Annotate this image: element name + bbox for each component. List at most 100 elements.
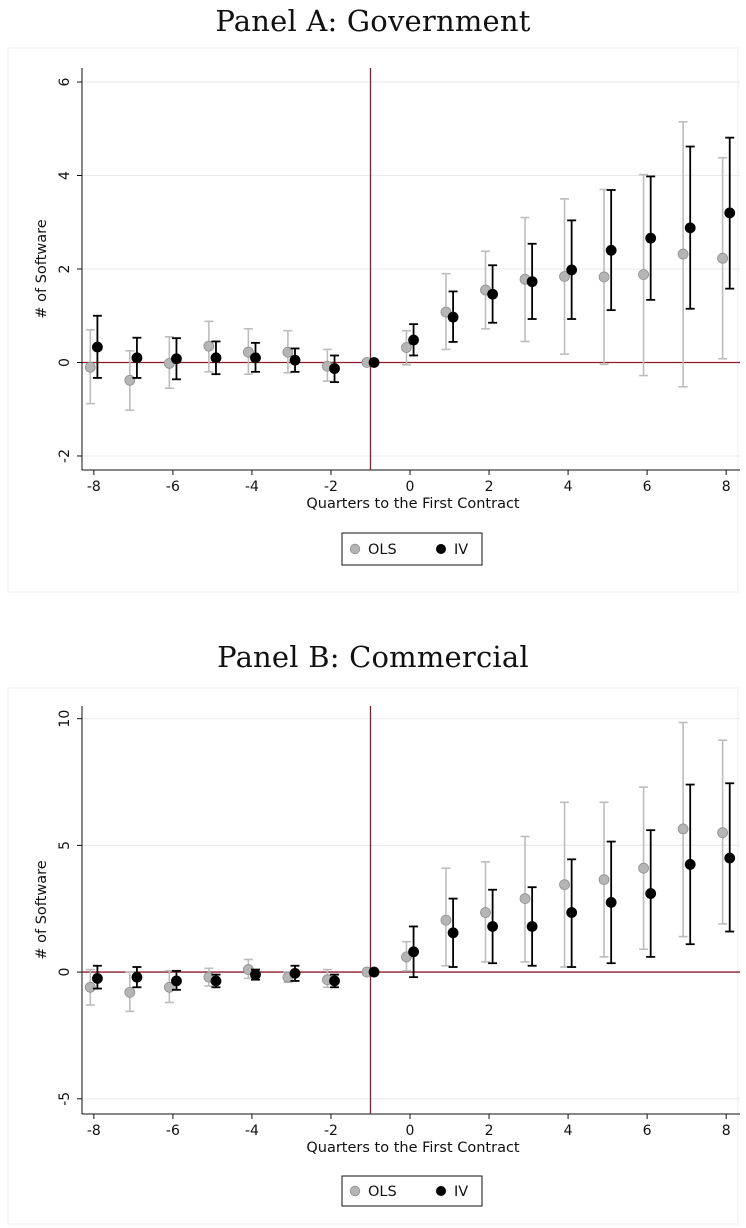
iv-point — [487, 921, 499, 932]
ols-point — [559, 271, 570, 282]
legend-iv-label: IV — [454, 1184, 468, 1200]
legend: OLS IV — [341, 532, 483, 566]
legend-box — [341, 1175, 483, 1207]
outer-frame — [7, 687, 739, 1225]
iv-point — [289, 354, 301, 366]
y-tick-label: -5 — [57, 1092, 73, 1106]
iv-point — [329, 363, 340, 374]
iv-point — [210, 352, 222, 364]
y-tick-label: 2 — [57, 265, 73, 274]
ols-point — [559, 879, 570, 891]
iv-point — [92, 973, 103, 984]
ols-point — [717, 827, 729, 839]
panel-b-title: Panel B: Commercial — [217, 640, 529, 674]
x-tick-label: -4 — [245, 1123, 259, 1139]
ols-point — [124, 374, 136, 386]
y-axis-title: # of Software — [34, 219, 50, 318]
x-tick-label: 2 — [485, 1123, 494, 1139]
ols-point — [163, 981, 175, 993]
iv-point — [526, 276, 538, 288]
x-tick-label: 6 — [643, 1123, 652, 1139]
y-tick-label: 6 — [57, 77, 73, 86]
iv-series — [92, 136, 736, 384]
y-tick-label: 4 — [57, 171, 73, 180]
ols-point — [717, 252, 729, 264]
iv-point — [368, 357, 380, 368]
x-tick-label: -2 — [324, 479, 338, 495]
iv-point — [250, 352, 261, 364]
iv-point — [171, 975, 182, 987]
ols-point — [677, 823, 689, 835]
y-tick-label: -2 — [57, 449, 73, 463]
iv-point — [566, 907, 578, 918]
iv-point — [171, 353, 182, 365]
y-tick-label: 0 — [57, 358, 73, 367]
iv-point — [289, 967, 301, 979]
x-tick-label: -6 — [166, 1123, 180, 1139]
iv-point — [92, 341, 103, 353]
panel-b-chart: -5 0 5 10 -8 -6 -4 -2 0 2 4 6 8 Quarters to the First… — [7, 687, 740, 1225]
ols-point — [440, 914, 452, 926]
iv-series — [92, 782, 736, 991]
legend: OLS IV — [341, 1175, 483, 1207]
x-tick-label: 8 — [722, 479, 731, 495]
ols-point — [282, 346, 294, 358]
legend-ols-label: OLS — [368, 542, 397, 558]
x-tick-label: 8 — [722, 1123, 731, 1139]
panel-a-title: Panel A: Government — [215, 4, 531, 38]
ols-point — [598, 874, 610, 885]
outer-frame — [7, 47, 739, 593]
ols-point — [638, 269, 649, 281]
ols-point — [242, 346, 254, 358]
ols-point — [677, 248, 689, 260]
iv-point — [526, 921, 538, 932]
legend-iv-label: IV — [454, 542, 468, 558]
y-tick-label: 5 — [57, 841, 73, 850]
iv-point — [368, 966, 380, 978]
iv-point — [605, 896, 617, 908]
ols-point — [203, 340, 215, 352]
x-tick-label: -4 — [245, 479, 259, 495]
iv-point — [645, 888, 657, 899]
ols-point — [519, 893, 531, 904]
panel-a-chart: -2 0 2 4 6 -8 -6 -4 -2 0 2 4 6 8 Quarters to the First… — [7, 47, 740, 593]
iv-point — [724, 207, 736, 219]
iv-point — [487, 288, 499, 300]
x-tick-label: 0 — [406, 1123, 415, 1139]
iv-point — [408, 334, 419, 346]
legend-ols-marker — [349, 543, 361, 555]
ols-point — [638, 862, 649, 874]
legend-box — [341, 532, 483, 566]
y-tick-label: 0 — [57, 968, 73, 977]
iv-point — [724, 852, 736, 864]
ols-point — [84, 361, 96, 373]
iv-point — [210, 975, 222, 987]
x-tick-label: -2 — [324, 1123, 338, 1139]
x-tick-label: 2 — [485, 479, 494, 495]
ols-point — [480, 907, 491, 918]
ols-point — [401, 342, 412, 353]
legend-iv-marker — [436, 1186, 446, 1196]
x-tick-label: 0 — [406, 479, 415, 495]
iv-point — [447, 927, 459, 939]
iv-point — [408, 946, 419, 958]
iv-point — [329, 975, 340, 987]
x-tick-label: 6 — [643, 479, 652, 495]
x-axis-title: Quarters to the First Contract — [306, 1140, 520, 1156]
y-tick-label: 10 — [57, 710, 73, 728]
x-tick-label: 4 — [564, 479, 573, 495]
x-tick-label: -8 — [87, 1123, 101, 1139]
iv-point — [131, 352, 143, 364]
iv-point — [250, 969, 261, 981]
ols-point — [124, 986, 136, 998]
iv-point — [605, 244, 617, 256]
legend-ols-marker — [349, 1185, 361, 1197]
iv-point — [131, 971, 143, 983]
x-tick-label: -8 — [87, 479, 101, 495]
iv-point — [566, 264, 578, 276]
x-tick-label: 4 — [564, 1123, 573, 1139]
y-axis-title: # of Software — [34, 860, 50, 959]
x-axis-title: Quarters to the First Contract — [306, 496, 520, 512]
iv-point — [447, 311, 459, 323]
x-tick-label: -6 — [166, 479, 180, 495]
